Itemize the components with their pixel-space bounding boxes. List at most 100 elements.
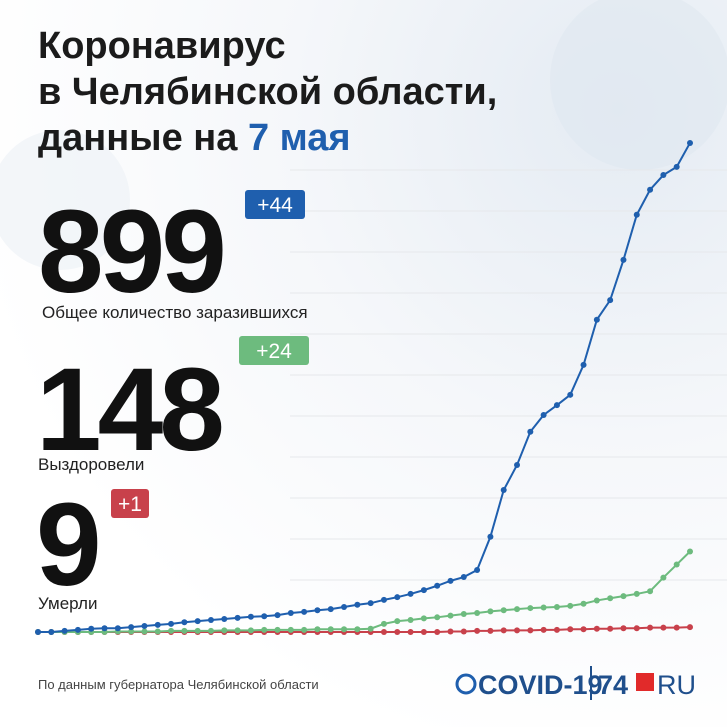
point (354, 601, 361, 608)
point (341, 603, 348, 610)
point (647, 588, 654, 595)
point (101, 625, 108, 632)
point (194, 618, 201, 625)
stat-label: Выздоровели (38, 455, 144, 474)
point (154, 621, 161, 628)
point (420, 629, 427, 635)
stat-label: Умерли (38, 594, 97, 613)
point (327, 606, 334, 613)
point (301, 626, 308, 633)
title-line: Коронавирус (38, 25, 286, 67)
point (673, 561, 680, 568)
point (168, 627, 175, 634)
point (500, 487, 507, 494)
point (580, 626, 587, 633)
point (460, 574, 467, 581)
point (474, 566, 481, 573)
point (207, 617, 214, 624)
point (687, 548, 693, 555)
point (394, 594, 401, 601)
point (593, 625, 600, 632)
point (367, 600, 374, 607)
point (540, 411, 547, 418)
point (620, 256, 627, 263)
point (314, 607, 321, 614)
point (553, 402, 560, 409)
point (327, 626, 334, 633)
point (593, 597, 600, 604)
point (447, 628, 454, 635)
point (247, 613, 254, 620)
point (168, 620, 175, 627)
point (35, 629, 41, 635)
point (274, 626, 281, 633)
point (620, 625, 627, 632)
change-badge (239, 336, 309, 365)
point (261, 613, 268, 620)
point (660, 172, 667, 179)
point (434, 614, 441, 621)
stat-value: 148 (36, 344, 221, 476)
point (194, 627, 201, 634)
stat-label: Общее количество заразившихся (42, 303, 308, 322)
point (580, 600, 587, 607)
point (607, 595, 614, 602)
point (647, 624, 654, 631)
point (314, 626, 321, 633)
point (460, 611, 467, 618)
point (88, 625, 95, 632)
point (234, 627, 241, 634)
point (633, 625, 640, 632)
point (354, 626, 361, 633)
decor (550, 0, 727, 170)
point (394, 618, 401, 625)
point (527, 428, 534, 435)
point (460, 628, 467, 635)
stats: 899 +44 Общее количество заразившихся 148 +2… (36, 186, 309, 613)
point (380, 620, 387, 627)
change-badge (245, 190, 305, 219)
point (221, 627, 228, 634)
stat-value: 9 (36, 479, 98, 611)
point (500, 627, 507, 634)
point (61, 627, 68, 634)
point (407, 617, 414, 624)
logo-covid: COVID-19 (478, 670, 603, 700)
point (500, 607, 507, 614)
virus-icon (455, 673, 477, 695)
point (287, 626, 294, 633)
source: По данным губернатора Челябинской област… (38, 677, 319, 692)
point (633, 590, 640, 597)
point (234, 614, 241, 621)
stat-value: 899 (38, 186, 223, 318)
point (141, 623, 148, 630)
chart (35, 139, 693, 635)
point (580, 361, 587, 368)
point (540, 604, 547, 611)
point (380, 629, 387, 635)
point (647, 186, 654, 193)
point (447, 612, 454, 619)
point (527, 627, 534, 634)
point (514, 627, 521, 634)
point (474, 609, 481, 616)
point (567, 391, 574, 398)
point (540, 626, 547, 633)
point (261, 626, 268, 633)
point (620, 593, 627, 600)
title-line: данные на 7 мая (38, 117, 351, 159)
point (407, 590, 414, 597)
point (114, 625, 121, 632)
point (593, 316, 600, 323)
point (514, 461, 521, 468)
logo-num: 74 (598, 670, 628, 700)
point (181, 627, 188, 634)
point (447, 577, 454, 584)
change-text: +1 (118, 493, 142, 516)
point (487, 608, 494, 615)
point (514, 606, 521, 613)
change-text: +24 (256, 340, 292, 363)
point (434, 582, 441, 589)
point (607, 297, 614, 304)
point (128, 624, 135, 631)
